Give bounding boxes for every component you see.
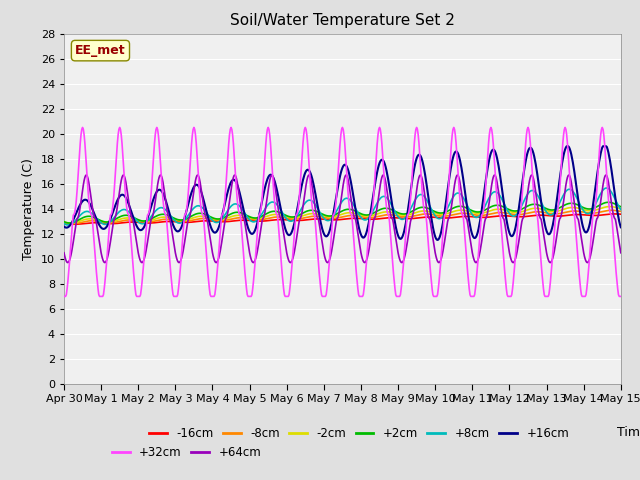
Legend: +32cm, +64cm: +32cm, +64cm (108, 442, 266, 464)
Text: EE_met: EE_met (75, 44, 126, 57)
X-axis label: Time: Time (616, 426, 640, 439)
Y-axis label: Temperature (C): Temperature (C) (22, 158, 35, 260)
Title: Soil/Water Temperature Set 2: Soil/Water Temperature Set 2 (230, 13, 455, 28)
